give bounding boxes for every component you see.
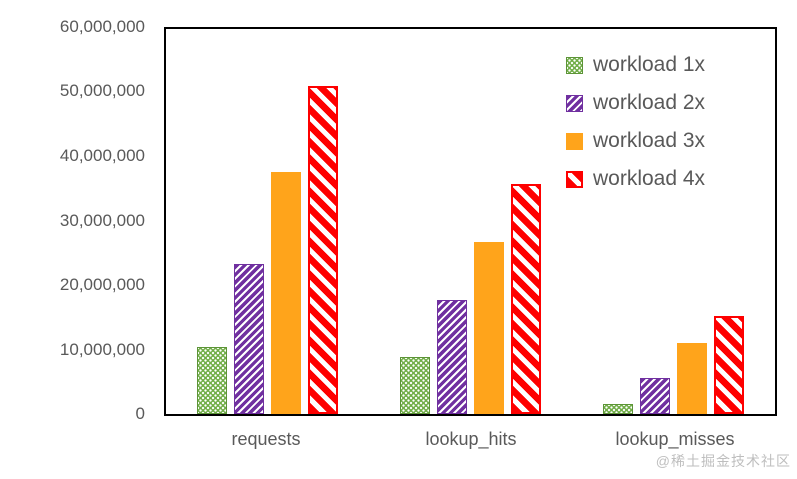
x-tick-label-lookup_hits: lookup_hits	[425, 429, 517, 449]
bar-group-requests	[166, 29, 369, 414]
legend-swatch-icon	[566, 94, 583, 112]
bar-requests-workload-1x	[197, 347, 227, 414]
bar-requests-workload-4x	[308, 86, 338, 414]
legend-label: workload 1x	[593, 53, 706, 76]
legend-item-workload-2x: workload 2x	[566, 84, 705, 122]
bar-requests-workload-2x	[234, 264, 264, 414]
bar-lookup_misses-workload-1x	[603, 404, 633, 414]
plot-area	[164, 27, 777, 416]
legend-item-workload-3x: workload 3x	[566, 122, 705, 160]
y-tick-label: 20,000,000	[59, 275, 145, 294]
y-tick-label: 50,000,000	[59, 81, 145, 100]
bar-lookup_misses-workload-4x	[714, 316, 744, 414]
bar-lookup_hits-workload-1x	[400, 357, 430, 414]
legend-swatch-icon	[566, 170, 583, 188]
y-tick-label: 30,000,000	[59, 211, 145, 230]
y-tick-label: 0	[135, 404, 145, 423]
bar-lookup_misses-workload-3x	[677, 343, 707, 414]
y-tick-label: 10,000,000	[59, 340, 145, 359]
legend-item-workload-4x: workload 4x	[566, 160, 705, 198]
watermark: @稀土掘金技术社区	[655, 453, 791, 469]
bar-lookup_misses-workload-2x	[640, 378, 670, 414]
legend: workload 1x workload 2x workload 3x workloa…	[566, 46, 705, 198]
y-tick-label: 40,000,000	[59, 146, 145, 165]
bar-group-lookup_misses	[572, 29, 775, 414]
legend-swatch-icon	[566, 132, 583, 150]
x-tick-label-lookup_misses: lookup_misses	[615, 429, 735, 449]
legend-label: workload 3x	[593, 129, 706, 152]
bar-group-lookup_hits	[369, 29, 572, 414]
bar-requests-workload-3x	[271, 172, 301, 414]
bar-lookup_hits-workload-3x	[474, 242, 504, 414]
x-tick-label-requests: requests	[231, 429, 301, 449]
legend-swatch-icon	[566, 56, 583, 74]
legend-item-workload-1x: workload 1x	[566, 46, 705, 84]
bar-lookup_hits-workload-2x	[437, 300, 467, 414]
bar-lookup_hits-workload-4x	[511, 184, 541, 414]
legend-label: workload 4x	[593, 167, 706, 190]
y-tick-label: 60,000,000	[59, 17, 145, 36]
legend-label: workload 2x	[593, 91, 706, 114]
